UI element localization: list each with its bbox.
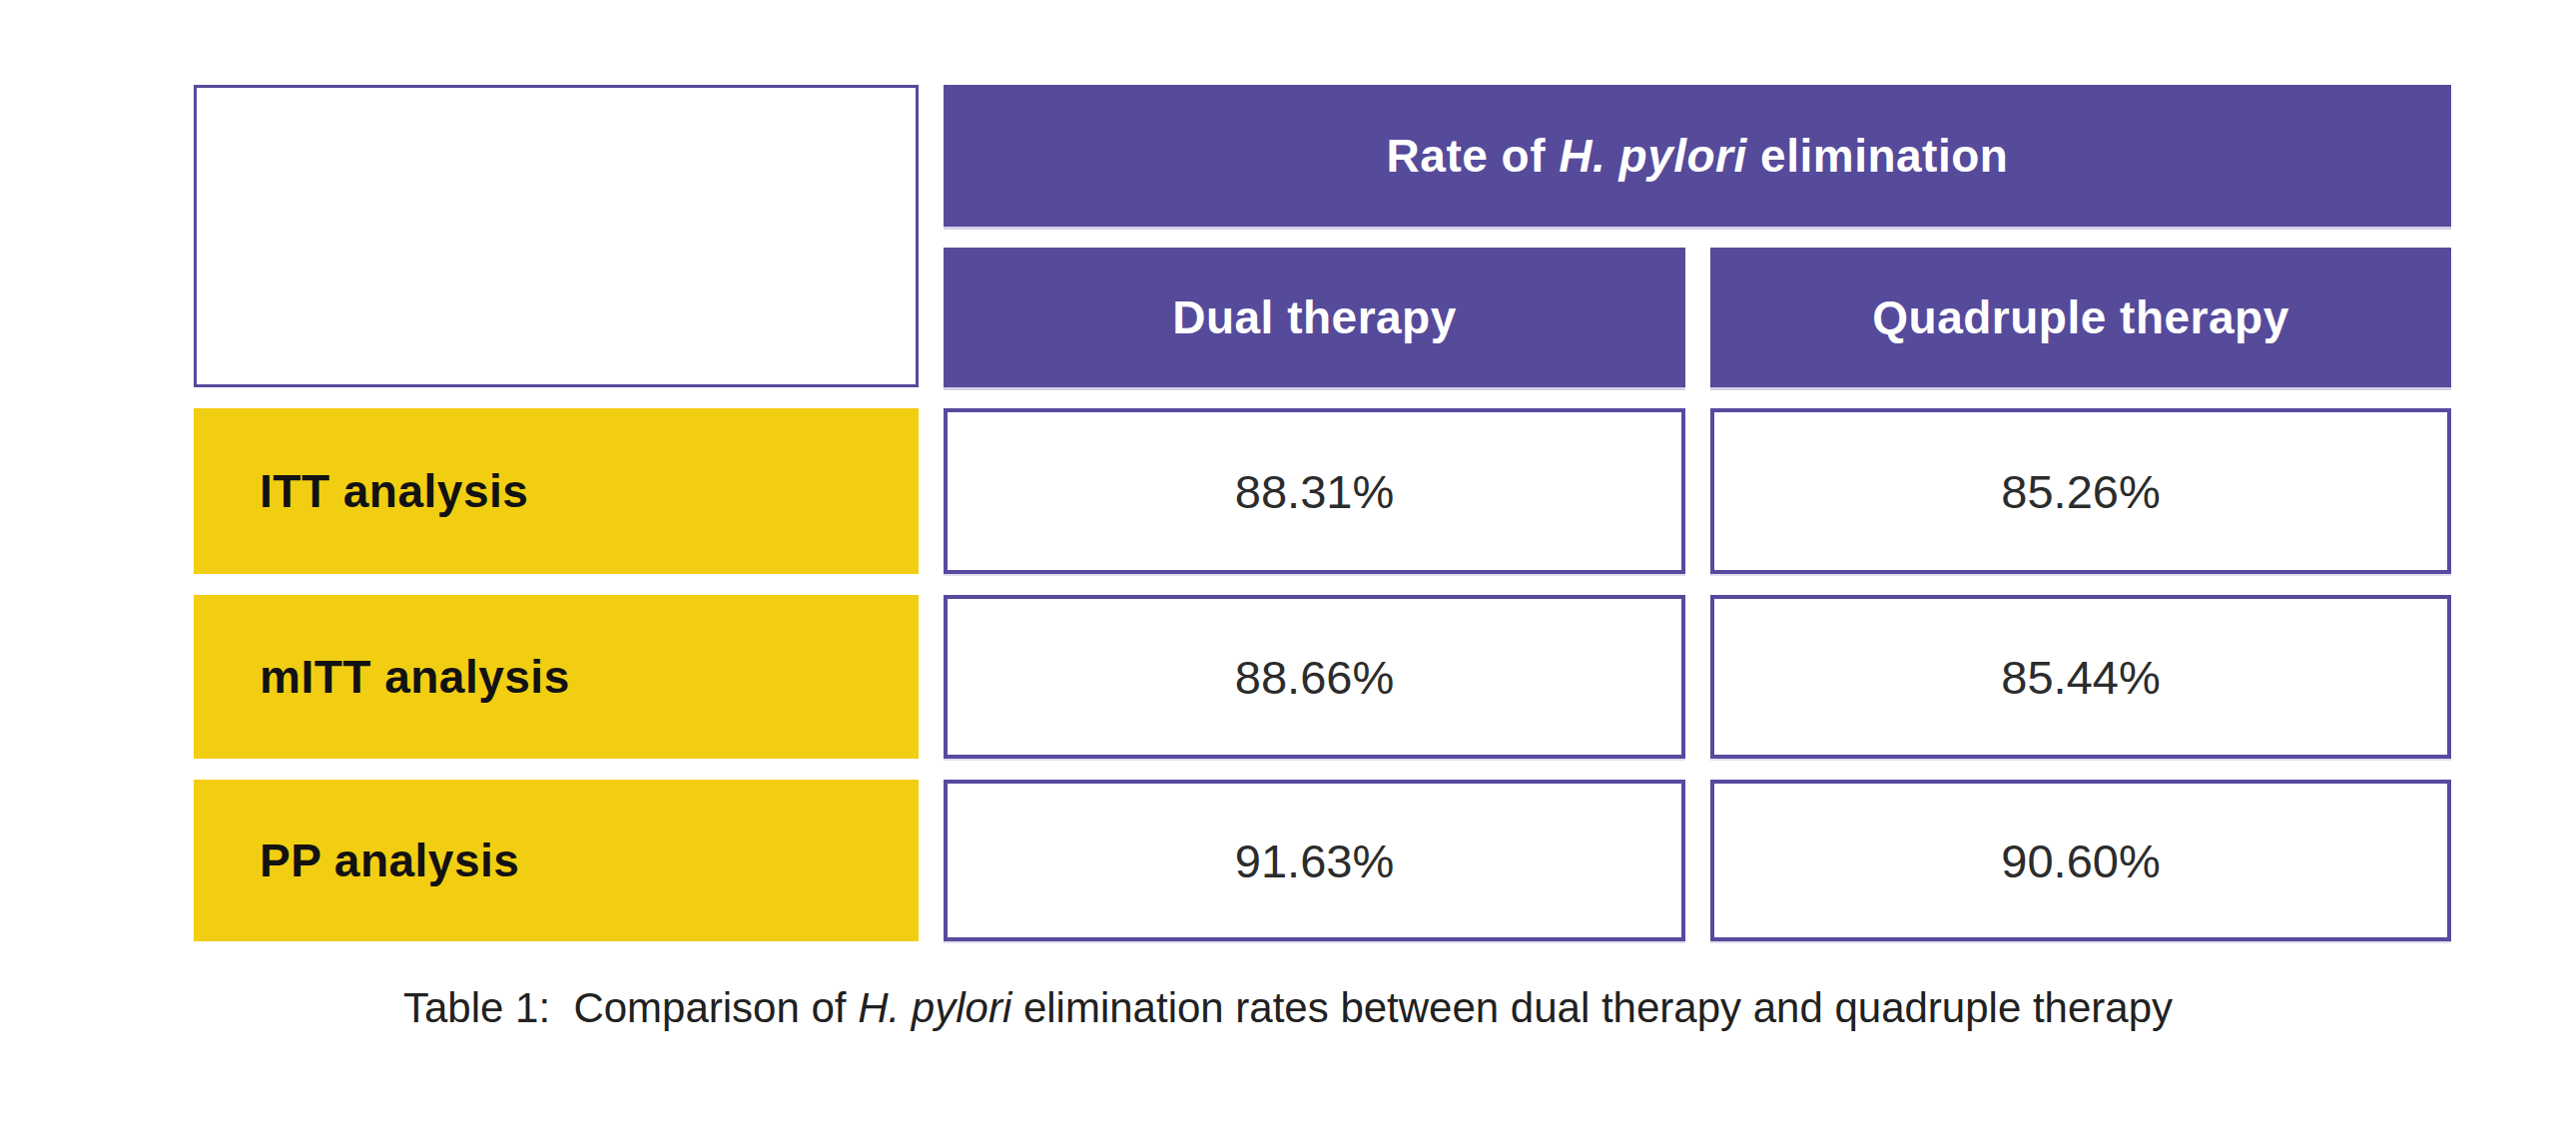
caption-suffix: elimination rates between dual therapy a… xyxy=(1011,984,2173,1031)
value-text: 85.26% xyxy=(2001,464,2160,519)
corner-empty-cell xyxy=(194,85,919,387)
row-label-mitt: mITT analysis xyxy=(194,595,919,759)
table-title-italic: H. pylori xyxy=(1559,130,1747,182)
column-header-quadruple-therapy: Quadruple therapy xyxy=(1710,248,2451,387)
value-itt-quadruple: 85.26% xyxy=(1710,408,2451,574)
row-label-text: mITT analysis xyxy=(260,650,570,704)
table-title-suffix: elimination xyxy=(1747,130,2009,182)
value-pp-quadruple: 90.60% xyxy=(1710,780,2451,941)
value-text: 88.66% xyxy=(1235,650,1394,705)
row-label-pp: PP analysis xyxy=(194,780,919,941)
table-title-prefix: Rate of xyxy=(1387,130,1560,182)
comparison-table: Rate of H. pylori elimination Dual thera… xyxy=(194,85,2451,941)
value-mitt-dual: 88.66% xyxy=(944,595,1685,759)
table-title: Rate of H. pylori elimination xyxy=(1387,129,2009,183)
column-header-label: Dual therapy xyxy=(1172,290,1457,344)
value-text: 90.60% xyxy=(2001,834,2160,888)
value-text: 88.31% xyxy=(1235,464,1394,519)
figure-canvas: Rate of H. pylori elimination Dual thera… xyxy=(0,0,2576,1123)
row-label-text: ITT analysis xyxy=(260,464,528,518)
caption-prefix: Table 1: Comparison of xyxy=(403,984,858,1031)
column-header-label: Quadruple therapy xyxy=(1872,290,2288,344)
value-itt-dual: 88.31% xyxy=(944,408,1685,574)
caption-italic: H. pylori xyxy=(858,984,1011,1031)
value-mitt-quadruple: 85.44% xyxy=(1710,595,2451,759)
row-label-itt: ITT analysis xyxy=(194,408,919,574)
value-text: 91.63% xyxy=(1235,834,1394,888)
column-header-dual-therapy: Dual therapy xyxy=(944,248,1685,387)
value-pp-dual: 91.63% xyxy=(944,780,1685,941)
row-label-text: PP analysis xyxy=(260,834,519,887)
table-title-cell: Rate of H. pylori elimination xyxy=(944,85,2451,227)
value-text: 85.44% xyxy=(2001,650,2160,705)
table-caption: Table 1: Comparison of H. pylori elimina… xyxy=(0,984,2576,1032)
